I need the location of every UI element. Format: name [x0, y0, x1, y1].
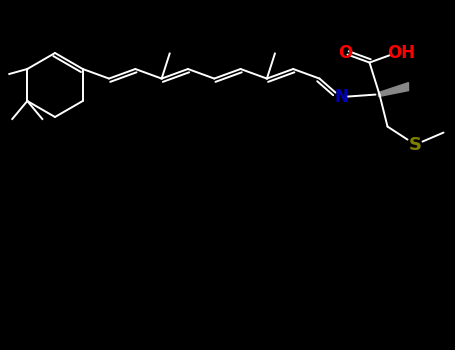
Text: N: N	[334, 88, 349, 106]
Text: O: O	[339, 44, 353, 62]
Text: S: S	[409, 135, 422, 154]
Polygon shape	[379, 83, 409, 97]
Text: OH: OH	[388, 44, 415, 62]
